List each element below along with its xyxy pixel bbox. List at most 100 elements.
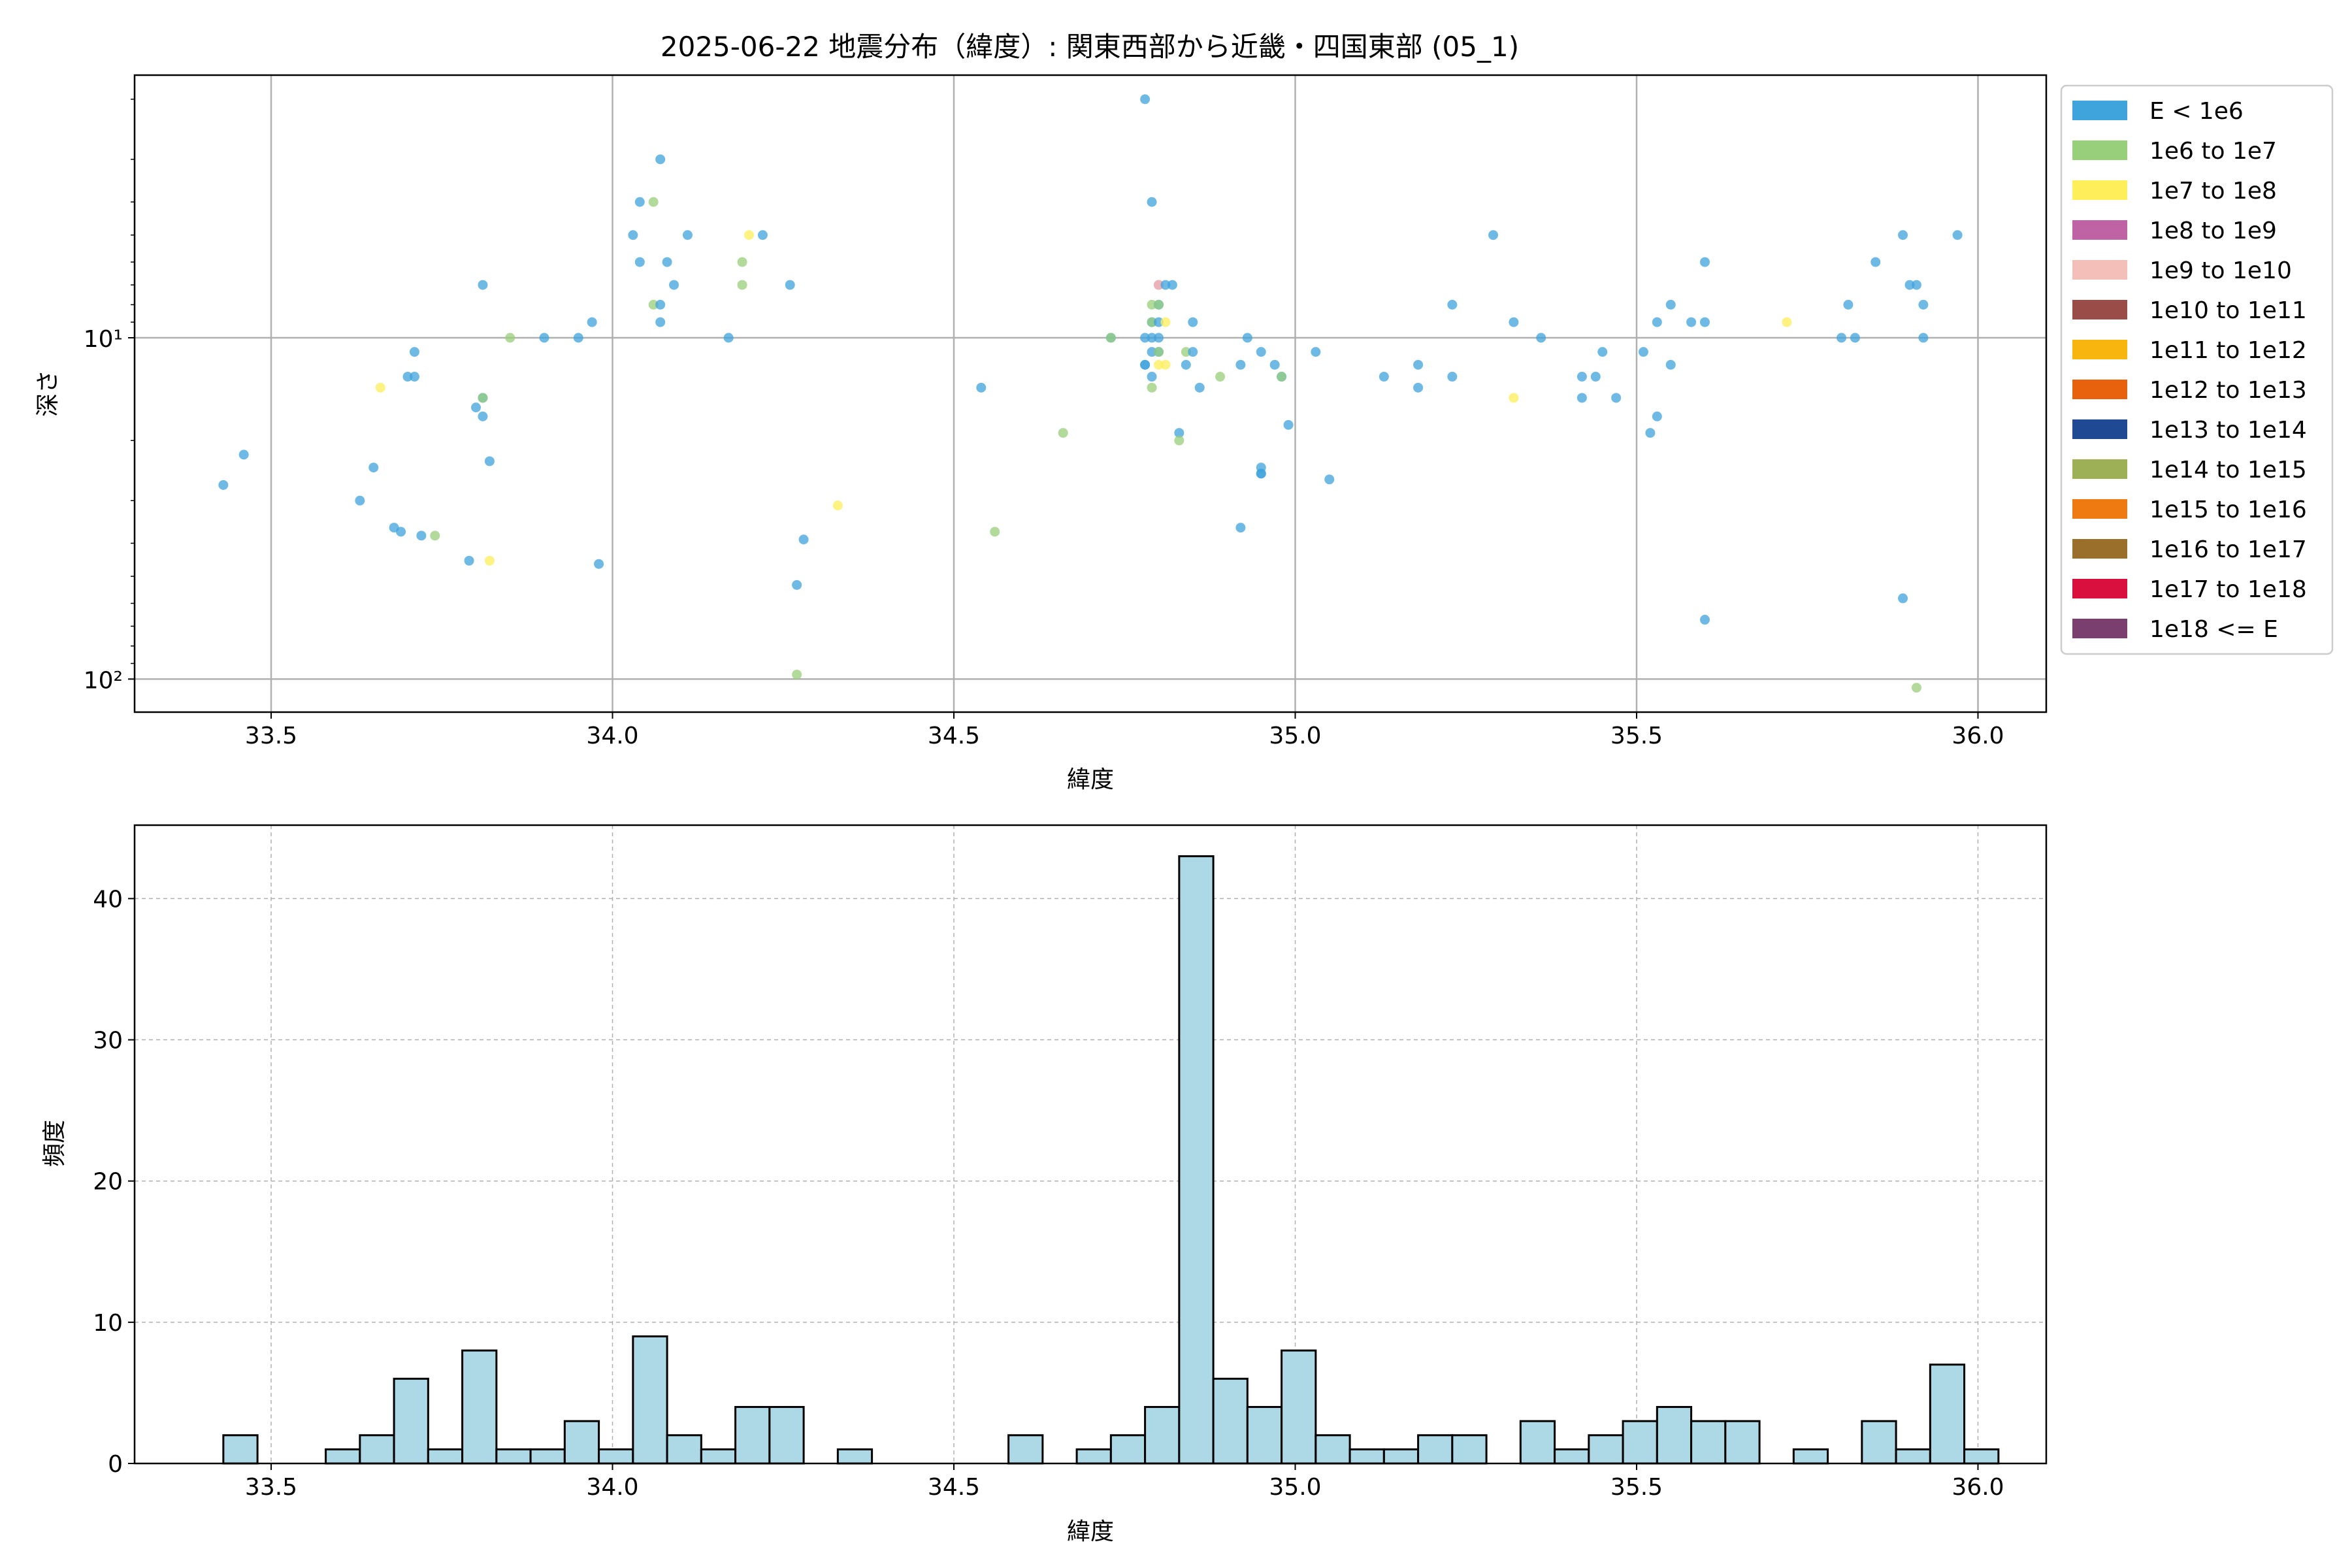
legend-swatch <box>2072 619 2127 638</box>
scatter-point <box>464 555 474 566</box>
legend-label: 1e12 to 1e13 <box>2149 377 2307 404</box>
scatter-point <box>1147 372 1157 382</box>
histogram-bar <box>768 1406 805 1465</box>
scatter-point <box>1898 593 1908 604</box>
legend-label: 1e11 to 1e12 <box>2149 337 2307 364</box>
scatter-panel: 33.5 34.0 34.5 35.0 35.5 36.0 10¹ 10² 緯度 深さ <box>35 74 2048 793</box>
scatter-point <box>792 580 802 590</box>
histogram-y-axis-label: 頻度 <box>41 1120 68 1167</box>
histogram-bar <box>1382 1448 1420 1465</box>
histogram-bar <box>1281 1349 1317 1465</box>
scatter-point <box>737 280 747 290</box>
scatter-point <box>478 393 488 403</box>
legend-label: E < 1e6 <box>2149 98 2244 125</box>
legend-swatch <box>2072 539 2127 559</box>
scatter-point <box>1154 299 1164 310</box>
scatter-point <box>1181 359 1191 370</box>
scatter-point <box>471 402 481 413</box>
histogram-bars <box>222 855 2000 1465</box>
histogram-bar <box>1895 1448 1931 1465</box>
legend: E < 1e6 1e6 to 1e7 1e7 to 1e8 1e8 to 1e9 1e9… <box>2060 84 2334 655</box>
scatter-point <box>539 333 549 343</box>
scatter-point <box>505 333 515 343</box>
scatter-point <box>655 299 666 310</box>
scatter-point <box>976 382 987 393</box>
scatter-point <box>1147 197 1157 207</box>
histogram-bar <box>1554 1448 1590 1465</box>
histogram-bar <box>836 1448 874 1465</box>
scatter-point <box>396 527 406 537</box>
scatter-point <box>1174 428 1184 438</box>
histogram-bar <box>1212 1377 1249 1465</box>
scatter-point <box>1160 317 1171 327</box>
scatter-point <box>1154 333 1164 343</box>
legend-label: 1e13 to 1e14 <box>2149 417 2307 444</box>
scatter-point <box>1140 333 1151 343</box>
histogram-bar <box>1622 1420 1658 1465</box>
histogram-x-tick-label: 35.5 <box>1610 1474 1663 1501</box>
scatter-point <box>1576 372 1587 382</box>
scatter-gridlines <box>135 75 2046 712</box>
scatter-x-tick-label: 33.5 <box>245 723 297 749</box>
scatter-point <box>669 280 679 290</box>
scatter-ticks: 33.5 34.0 34.5 35.0 35.5 36.0 10¹ 10² <box>84 99 2004 749</box>
histogram-y-tick-label: 0 <box>108 1451 123 1478</box>
scatter-points <box>218 94 1963 693</box>
legend-swatch <box>2072 220 2127 240</box>
scatter-point <box>1904 280 1915 290</box>
scatter-point <box>1379 372 1389 382</box>
legend-label: 1e7 to 1e8 <box>2149 178 2277 204</box>
histogram-bar <box>1451 1434 1488 1465</box>
legend-swatch <box>2072 180 2127 200</box>
histogram-bar <box>1075 1448 1112 1465</box>
scatter-point <box>1843 299 1854 310</box>
scatter-point <box>1782 317 1792 327</box>
scatter-point <box>655 154 666 165</box>
histogram-bar <box>1144 1406 1181 1465</box>
scatter-point <box>355 495 365 506</box>
scatter-point <box>757 230 768 240</box>
scatter-point <box>634 197 645 207</box>
scatter-point <box>1147 347 1157 357</box>
histogram-bar <box>1519 1420 1556 1465</box>
scatter-point <box>1181 347 1191 357</box>
legend-swatch <box>2072 260 2127 280</box>
histogram-x-tick-label: 34.5 <box>928 1474 980 1501</box>
histogram-x-tick-label: 33.5 <box>245 1474 297 1501</box>
scatter-point <box>1870 257 1881 267</box>
scatter-point <box>409 347 419 357</box>
histogram-bar <box>1724 1420 1761 1465</box>
legend-items: E < 1e6 1e6 to 1e7 1e7 to 1e8 1e8 to 1e9 1e9… <box>2072 98 2307 643</box>
scatter-point <box>1140 359 1151 370</box>
scatter-point <box>1700 257 1710 267</box>
histogram-bar <box>1690 1420 1727 1465</box>
histogram-bar <box>700 1448 737 1465</box>
scatter-point <box>1160 359 1171 370</box>
histogram-bar <box>1246 1406 1283 1465</box>
scatter-point <box>1147 317 1157 327</box>
legend-swatch <box>2072 300 2127 319</box>
scatter-point <box>1160 280 1171 290</box>
legend-label: 1e16 to 1e17 <box>2149 536 2307 563</box>
scatter-point <box>1652 411 1662 421</box>
scatter-point <box>1147 299 1157 310</box>
legend-swatch <box>2072 579 2127 598</box>
scatter-point <box>1154 280 1164 290</box>
scatter-point <box>662 257 672 267</box>
scatter-point <box>484 456 495 466</box>
legend-label: 1e15 to 1e16 <box>2149 497 2307 523</box>
scatter-x-axis-label: 緯度 <box>1067 766 1114 793</box>
histogram-bar <box>529 1448 566 1465</box>
scatter-point <box>1413 382 1424 393</box>
legend-frame <box>2060 84 2334 655</box>
scatter-point <box>409 372 419 382</box>
legend-swatch <box>2072 419 2127 439</box>
scatter-point <box>1611 393 1622 403</box>
scatter-point <box>1918 333 1929 343</box>
histogram-bar <box>1792 1448 1829 1465</box>
scatter-point <box>1167 280 1177 290</box>
chart-title: 2025-06-22 地震分布（緯度）: 関東西部から近畿・四国東部 (05_1… <box>661 31 1519 63</box>
legend-label: 1e14 to 1e15 <box>2149 457 2307 483</box>
histogram-bar <box>427 1448 464 1465</box>
scatter-point <box>832 500 843 511</box>
